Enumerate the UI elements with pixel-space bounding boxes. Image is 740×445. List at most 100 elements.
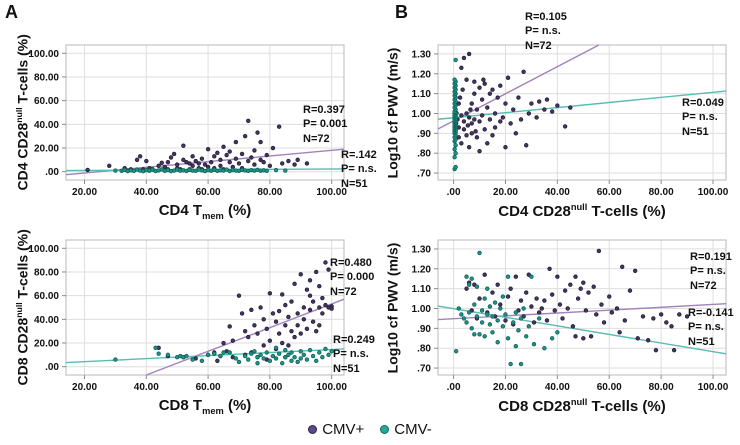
legend: CMV+ CMV-: [0, 421, 740, 438]
data-point: [273, 345, 279, 350]
data-point: [588, 334, 594, 339]
data-point: [508, 286, 513, 291]
data-point: [456, 306, 461, 311]
points-cmv-negative: [453, 250, 560, 367]
data-point: [261, 317, 266, 322]
data-point: [487, 117, 493, 122]
data-point: [329, 306, 334, 311]
data-point: [620, 264, 625, 270]
data-point: [472, 117, 477, 122]
data-point: [518, 298, 524, 303]
data-point: [495, 318, 500, 323]
data-point: [464, 320, 469, 325]
points-cmv-positive: [453, 51, 573, 154]
stats-cmv-negative: R=.142 P= n.s. N=51: [341, 148, 377, 191]
data-point: [212, 351, 217, 356]
data-point: [246, 334, 251, 340]
data-point: [653, 347, 659, 353]
data-point: [596, 248, 602, 254]
data-point: [453, 164, 458, 170]
data-point: [581, 280, 586, 285]
data-point: [482, 127, 487, 132]
stats-cmv-positive: R=0.397 P= 0.001 N=72: [303, 103, 347, 146]
x-tick-label: 100.00: [316, 382, 347, 393]
data-point: [261, 160, 266, 165]
legend-item-cmv-negative: CMV-: [380, 421, 432, 438]
x-tick-label: 20.00: [72, 382, 97, 393]
data-point: [542, 345, 547, 351]
data-point: [227, 324, 232, 329]
data-point: [314, 358, 319, 363]
data-point: [276, 351, 282, 356]
data-point: [479, 113, 485, 118]
data-point: [635, 336, 640, 341]
data-point: [283, 302, 288, 308]
data-point: [518, 316, 524, 321]
data-point: [469, 276, 474, 281]
stats-line: R=0.397: [303, 104, 345, 116]
stats-line: N=51: [341, 177, 368, 190]
stats-line: N=72: [525, 39, 552, 52]
y-tick-label: 60.00: [34, 291, 59, 302]
x-axis-title: CD8 CD28null T-cells (%): [498, 397, 666, 415]
stats-line: P= 0.000: [330, 271, 375, 284]
data-point: [298, 331, 303, 336]
data-point: [193, 158, 198, 164]
data-point: [196, 161, 202, 166]
data-point: [479, 308, 485, 313]
data-point: [583, 308, 589, 313]
stats-line: R=-0.141: [688, 307, 734, 319]
data-point: [534, 296, 539, 301]
data-point: [310, 319, 316, 324]
data-point: [609, 310, 615, 315]
data-point: [469, 101, 474, 106]
cmv-positive-dot-icon: [308, 425, 318, 434]
stats-cmv-negative: R=0.249 P= n.s. N=51: [333, 333, 375, 376]
x-tick-label: 100.00: [316, 187, 347, 198]
y-tick-label: 1.30: [412, 244, 432, 255]
data-point: [113, 168, 118, 173]
data-point: [500, 294, 506, 299]
data-point: [469, 326, 474, 331]
fit-line-cmv-positive: [146, 298, 345, 376]
data-point: [461, 316, 467, 321]
data-point: [684, 314, 690, 319]
data-point: [464, 286, 469, 291]
data-point: [492, 111, 498, 116]
data-point: [555, 330, 560, 335]
data-point: [586, 290, 591, 295]
data-point: [255, 331, 260, 336]
data-point: [233, 156, 239, 161]
data-point: [230, 338, 235, 343]
data-point: [270, 311, 276, 316]
data-point: [304, 161, 310, 166]
data-point: [516, 95, 521, 100]
data-point: [258, 139, 263, 145]
data-point: [205, 352, 211, 358]
data-point: [565, 306, 570, 311]
data-point: [85, 167, 90, 173]
data-point: [286, 343, 291, 348]
data-point: [505, 336, 511, 341]
data-point: [267, 291, 273, 296]
data-point: [573, 334, 578, 339]
data-point: [498, 306, 503, 311]
stats-line: P= n.s.: [690, 265, 726, 278]
data-point: [252, 162, 257, 167]
data-point: [487, 322, 493, 327]
data-point: [464, 111, 469, 116]
data-point: [464, 77, 469, 82]
data-point: [326, 352, 331, 358]
y-tick-label: 80.00: [34, 267, 59, 278]
x-tick-label: 40.00: [545, 187, 570, 198]
data-point: [227, 160, 232, 165]
data-point: [329, 349, 334, 354]
data-point: [500, 115, 506, 120]
data-point: [542, 298, 547, 303]
stats-line: R=0.480: [330, 257, 372, 269]
y-tick-label: 80.00: [34, 72, 59, 83]
data-point: [236, 359, 242, 365]
data-point: [473, 129, 478, 134]
data-point: [658, 312, 664, 317]
data-point: [651, 316, 656, 321]
